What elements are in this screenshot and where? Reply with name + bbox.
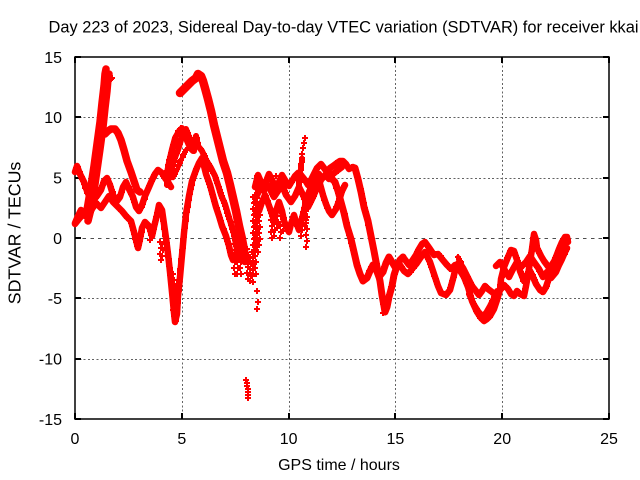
svg-text:15: 15 [44,50,62,67]
svg-text:0: 0 [71,431,80,448]
svg-text:5: 5 [53,171,62,188]
svg-text:10: 10 [44,110,62,127]
svg-text:15: 15 [387,431,405,448]
svg-text:25: 25 [600,431,618,448]
svg-text:-5: -5 [48,291,62,308]
svg-text:SDTVAR / TECUs: SDTVAR / TECUs [5,162,25,305]
svg-text:Day 223 of 2023, Sidereal Day-: Day 223 of 2023, Sidereal Day-to-day VTE… [49,19,639,37]
svg-text:0: 0 [53,231,62,248]
svg-text:-15: -15 [39,412,62,429]
svg-text:20: 20 [493,431,511,448]
svg-text:5: 5 [177,431,186,448]
svg-text:-10: -10 [39,352,62,369]
svg-text:10: 10 [280,431,298,448]
svg-text:GPS time / hours: GPS time / hours [278,457,400,474]
